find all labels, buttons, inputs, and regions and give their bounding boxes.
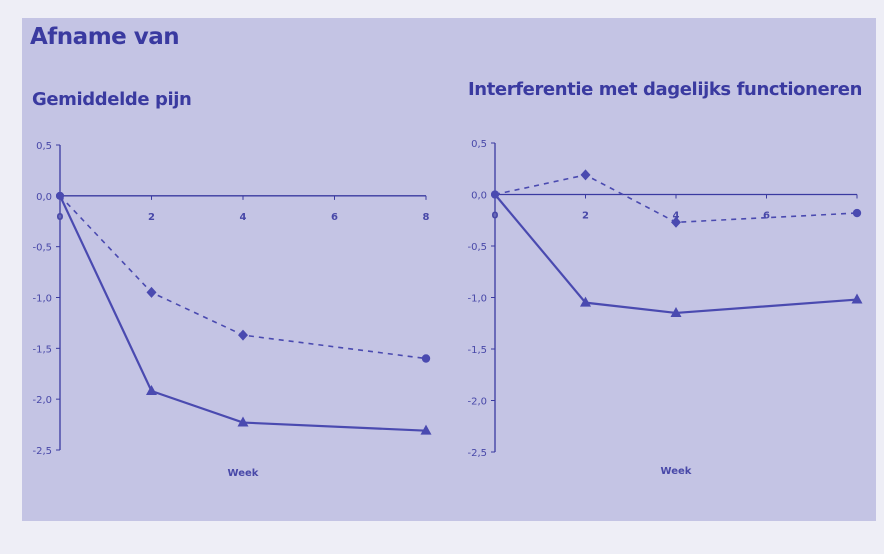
series-line-2 [59, 195, 427, 360]
data-point [238, 329, 248, 341]
data-point [491, 190, 499, 199]
x-tick-label: 4 [240, 212, 247, 223]
x-tick-label: 2 [582, 211, 589, 222]
x-tick-label: 0 [492, 211, 499, 222]
data-point [580, 169, 591, 181]
data-point [237, 416, 249, 427]
x-tick-label: 0 [57, 212, 64, 223]
chart-2: Interferentie met dagelijks functioneren… [467, 79, 863, 477]
data-point [851, 293, 863, 304]
y-tick-label: -0,5 [32, 243, 52, 254]
y-tick-label: -2,5 [467, 448, 487, 459]
y-tick-label: -1,5 [32, 344, 52, 355]
y-tick-label: -1,0 [32, 294, 52, 305]
y-tick-label: -0,5 [467, 242, 487, 253]
y-tick-label: -2,0 [32, 395, 52, 406]
y-tick-label: 0,0 [36, 192, 52, 203]
y-tick-label: 0,5 [471, 139, 487, 150]
series-line-1 [494, 193, 858, 315]
y-tick-label: -1,0 [467, 294, 487, 305]
data-point [56, 191, 64, 200]
x-tick-label: 2 [148, 212, 155, 223]
chart-title: Gemiddelde pijn [32, 89, 191, 110]
data-point [670, 306, 682, 317]
chart-title: Interferentie met dagelijks functioneren [468, 79, 862, 100]
data-point [421, 354, 431, 363]
data-point [420, 424, 432, 435]
x-tick-label: 8 [423, 212, 430, 223]
data-point [146, 385, 157, 396]
x-tick-label: 4 [673, 211, 680, 222]
chart-1: Gemiddelde pijn 0,5 0,0 -0,5 -1,0 -1,5 -2,0 -2,… [32, 89, 432, 479]
y-tick-label: -2,5 [32, 446, 52, 457]
chart-panel: Afname van [22, 18, 876, 521]
x-axis-label: Week [661, 466, 692, 477]
series-line-2 [494, 174, 858, 224]
page-heading: Afname van [30, 24, 180, 50]
x-tick-label: 6 [763, 211, 770, 222]
data-point [852, 208, 862, 218]
x-tick-label: 6 [331, 212, 338, 223]
data-point [146, 286, 157, 298]
y-tick-label: -2,0 [467, 397, 487, 408]
y-tick-label: 0,5 [36, 141, 52, 152]
series-line-1 [59, 195, 427, 432]
data-point [580, 296, 591, 307]
data-point [671, 216, 681, 228]
y-tick-label: 0,0 [471, 191, 487, 202]
y-tick-label: -1,5 [467, 345, 487, 356]
x-axis-label: Week [228, 468, 259, 479]
